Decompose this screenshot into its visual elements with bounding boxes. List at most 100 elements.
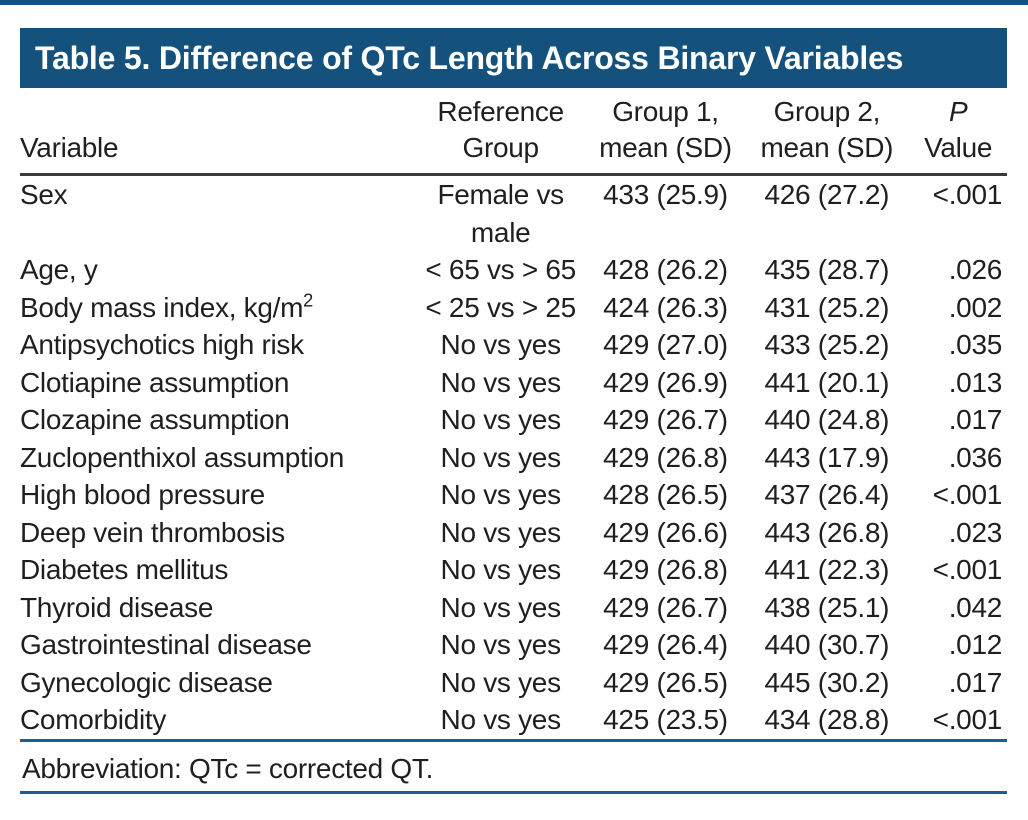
cell-reference-group: < 65 vs > 65 bbox=[425, 254, 576, 285]
cell-p-value: <.001 bbox=[932, 554, 1003, 585]
cell-p-value: .013 bbox=[948, 366, 1003, 398]
cell-variable: High blood pressure bbox=[20, 479, 265, 510]
header-reference-group: Reference Group bbox=[414, 88, 587, 176]
cell-reference-group: Female vs male bbox=[437, 179, 564, 248]
cell-p-value: <.001 bbox=[932, 479, 1003, 510]
cell-reference-group: No vs yes bbox=[440, 404, 562, 435]
cell-variable: Body mass index, kg/m2 bbox=[20, 290, 313, 323]
cell-variable: Sex bbox=[20, 179, 68, 210]
table-row: Clotiapine assumption No vs yes 429 (26.… bbox=[20, 364, 1007, 402]
table-row: Diabetes mellitus No vs yes 429 (26.8) 4… bbox=[20, 551, 1007, 589]
cell-group2-mean: 437 (26.4) bbox=[764, 479, 890, 510]
cell-p-value: <.001 bbox=[932, 179, 1003, 210]
cell-reference-group: No vs yes bbox=[440, 629, 562, 660]
cell-group2-mean: 441 (20.1) bbox=[764, 366, 890, 398]
table-row: Gynecologic disease No vs yes 429 (26.5)… bbox=[20, 664, 1007, 702]
cell-group2-mean: 434 (28.8) bbox=[764, 704, 890, 735]
cell-p-value: .023 bbox=[948, 516, 1003, 548]
cell-variable: Age, y bbox=[20, 254, 98, 285]
table-row: Age, y < 65 vs > 65 428 (26.2) 435 (28.7… bbox=[20, 251, 1007, 289]
cell-group2-mean: 438 (25.1) bbox=[764, 591, 890, 623]
cell-group2-mean: 441 (22.3) bbox=[764, 554, 890, 585]
cell-group1-mean: 428 (26.2) bbox=[603, 254, 728, 285]
header-p-value: P Value bbox=[909, 88, 1007, 176]
cell-group1-mean: 429 (26.4) bbox=[603, 629, 728, 660]
cell-group1-mean: 429 (26.8) bbox=[603, 554, 728, 585]
cell-p-value: .017 bbox=[948, 666, 1003, 698]
cell-variable: Diabetes mellitus bbox=[20, 554, 229, 585]
cell-group1-mean: 429 (26.7) bbox=[603, 591, 728, 623]
cell-group2-mean: 445 (30.2) bbox=[764, 666, 890, 698]
table-row: Clozapine assumption No vs yes 429 (26.7… bbox=[20, 401, 1007, 439]
footnote: Abbreviation: QTc = corrected QT. bbox=[20, 742, 1007, 794]
cell-variable: Gastrointestinal disease bbox=[20, 629, 312, 660]
cell-reference-group: No vs yes bbox=[440, 366, 562, 398]
cell-group2-mean: 443 (26.8) bbox=[764, 516, 890, 548]
cell-variable: Clozapine assumption bbox=[20, 404, 290, 435]
cell-p-value: .026 bbox=[948, 254, 1003, 285]
cell-p-value: .002 bbox=[948, 291, 1003, 323]
cell-reference-group: No vs yes bbox=[440, 666, 562, 698]
cell-group1-mean: 429 (26.9) bbox=[603, 366, 728, 398]
cell-group2-mean: 431 (25.2) bbox=[764, 291, 890, 323]
cell-group2-mean: 443 (17.9) bbox=[764, 441, 890, 473]
cell-group1-mean: 429 (26.6) bbox=[603, 516, 728, 548]
cell-reference-group: No vs yes bbox=[440, 554, 562, 585]
cell-group2-mean: 440 (24.8) bbox=[764, 404, 890, 435]
header-group1-mean-sd: Group 1, mean (SD) bbox=[586, 88, 745, 176]
cell-variable: Gynecologic disease bbox=[20, 666, 273, 698]
cell-p-value: .017 bbox=[948, 404, 1003, 435]
table-title: Table 5. Difference of QTc Length Across… bbox=[35, 39, 904, 76]
cell-p-value: .012 bbox=[948, 629, 1003, 660]
cell-p-value: .042 bbox=[948, 591, 1003, 623]
cell-reference-group: No vs yes bbox=[440, 516, 562, 548]
cell-p-value: <.001 bbox=[932, 704, 1003, 735]
table-title-bar: Table 5. Difference of QTc Length Across… bbox=[20, 28, 1007, 88]
cell-reference-group: No vs yes bbox=[440, 329, 562, 360]
cell-group1-mean: 429 (26.7) bbox=[603, 404, 728, 435]
table-row: Deep vein thrombosis No vs yes 429 (26.6… bbox=[20, 514, 1007, 552]
table-row: Comorbidity No vs yes 425 (23.5) 434 (28… bbox=[20, 701, 1007, 740]
table-header: Variable Reference Group Group 1, mean (… bbox=[20, 88, 1007, 176]
cell-reference-group: No vs yes bbox=[440, 591, 562, 623]
cell-group1-mean: 429 (26.5) bbox=[603, 666, 728, 698]
table-row: Body mass index, kg/m2 < 25 vs > 25 424 … bbox=[20, 289, 1007, 327]
top-rule bbox=[0, 0, 1028, 5]
footnote-text: Abbreviation: QTc = corrected QT. bbox=[22, 752, 434, 784]
cell-p-value: .035 bbox=[948, 329, 1003, 360]
table-row: Sex Female vs male 433 (25.9) 426 (27.2)… bbox=[20, 175, 1007, 252]
cell-group2-mean: 440 (30.7) bbox=[764, 629, 890, 660]
cell-group1-mean: 429 (26.8) bbox=[603, 441, 728, 473]
table-content: Variable Reference Group Group 1, mean (… bbox=[20, 88, 1007, 794]
table-row: Antipsychotics high risk No vs yes 429 (… bbox=[20, 326, 1007, 364]
cell-variable: Thyroid disease bbox=[20, 591, 214, 623]
data-table: Variable Reference Group Group 1, mean (… bbox=[20, 88, 1007, 742]
cell-variable: Comorbidity bbox=[20, 704, 167, 735]
cell-variable: Antipsychotics high risk bbox=[20, 329, 304, 360]
header-row: Variable Reference Group Group 1, mean (… bbox=[20, 88, 1007, 176]
cell-group1-mean: 425 (23.5) bbox=[603, 704, 728, 735]
cell-group2-mean: 435 (28.7) bbox=[764, 254, 890, 285]
cell-reference-group: No vs yes bbox=[440, 441, 562, 473]
cell-variable: Deep vein thrombosis bbox=[20, 516, 285, 548]
cell-group1-mean: 433 (25.9) bbox=[603, 179, 728, 210]
cell-group1-mean: 429 (27.0) bbox=[603, 329, 728, 360]
cell-group1-mean: 428 (26.5) bbox=[603, 479, 728, 510]
cell-reference-group: No vs yes bbox=[440, 479, 562, 510]
cell-reference-group: < 25 vs > 25 bbox=[425, 291, 576, 323]
cell-group2-mean: 426 (27.2) bbox=[764, 179, 890, 210]
table-row: Thyroid disease No vs yes 429 (26.7) 438… bbox=[20, 589, 1007, 627]
table-row: High blood pressure No vs yes 428 (26.5)… bbox=[20, 476, 1007, 514]
cell-group2-mean: 433 (25.2) bbox=[764, 329, 890, 360]
table-row: Zuclopenthixol assumption No vs yes 429 … bbox=[20, 439, 1007, 477]
header-group2-mean-sd: Group 2, mean (SD) bbox=[744, 88, 910, 176]
cell-variable: Clotiapine assumption bbox=[20, 366, 290, 398]
table-row: Gastrointestinal disease No vs yes 429 (… bbox=[20, 626, 1007, 664]
table-body: Sex Female vs male 433 (25.9) 426 (27.2)… bbox=[20, 175, 1007, 741]
cell-group1-mean: 424 (26.3) bbox=[603, 291, 728, 323]
cell-p-value: .036 bbox=[948, 441, 1003, 473]
cell-variable: Zuclopenthixol assumption bbox=[20, 441, 345, 473]
header-variable: Variable bbox=[20, 88, 415, 176]
cell-reference-group: No vs yes bbox=[440, 704, 562, 735]
